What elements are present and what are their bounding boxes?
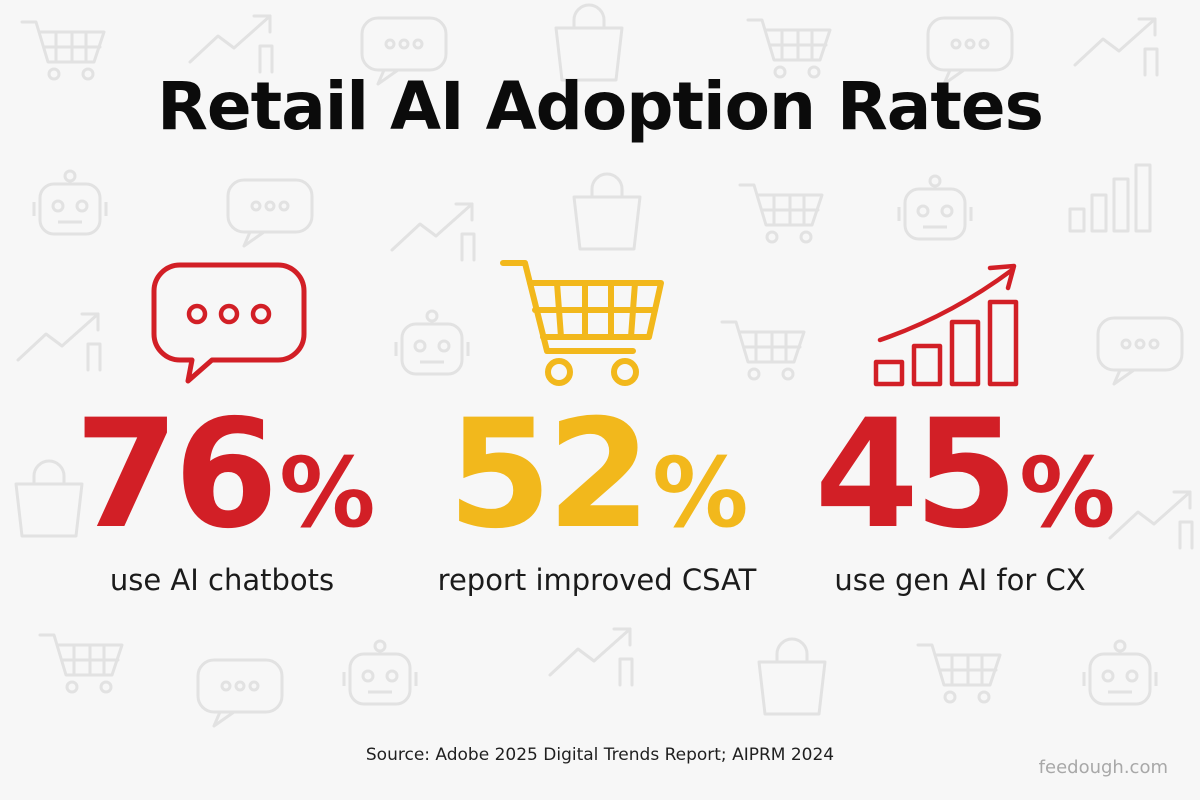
- stat-csat-value: 52%: [418, 400, 778, 550]
- shopping-cart-icon: [500, 260, 664, 386]
- source-citation: Source: Adobe 2025 Digital Trends Report…: [365, 745, 835, 765]
- stat-chatbots-label: use AI chatbots: [109, 563, 335, 597]
- page-title: Retail AI Adoption Rates: [157, 68, 1044, 145]
- brand-watermark: feedough.com: [1038, 757, 1168, 778]
- stat-csat-label: report improved CSAT: [437, 563, 757, 597]
- stat-number: 76: [74, 388, 279, 562]
- stat-number: 52: [447, 388, 652, 562]
- stat-genai-label: use gen AI for CX: [834, 563, 1086, 597]
- stat-genai-value: 45%: [785, 400, 1145, 550]
- stat-chatbots-value: 76%: [45, 400, 405, 550]
- growth-chart-icon: [873, 263, 1019, 387]
- chat-bubble-icon: [151, 262, 307, 384]
- stat-number: 45: [814, 388, 1019, 562]
- percent-sign: %: [279, 437, 376, 549]
- percent-sign: %: [1019, 437, 1116, 549]
- percent-sign: %: [652, 437, 749, 549]
